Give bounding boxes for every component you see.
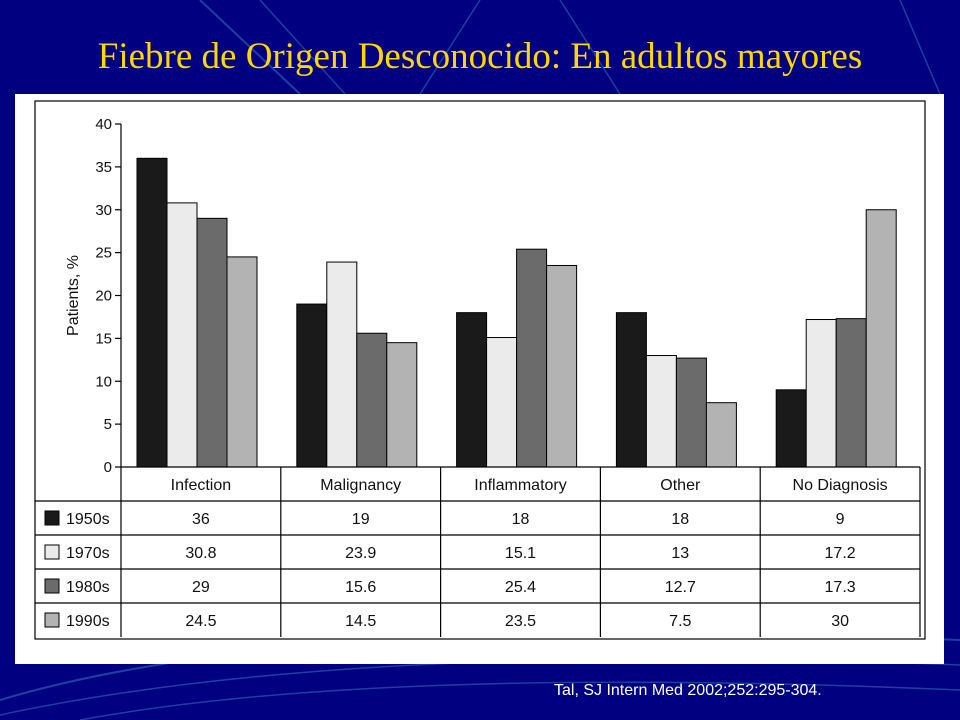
bar-1970s-0	[166, 202, 198, 468]
bar-1990s-0	[226, 256, 258, 468]
x-category-label: No Diagnosis	[793, 477, 888, 494]
bar-1950s-3	[615, 312, 647, 468]
legend-label: 1980s	[66, 579, 110, 596]
bar-1980s-1	[356, 332, 388, 468]
bar-1990s-2	[546, 264, 578, 468]
data-label: 30	[831, 613, 849, 630]
data-label: 18	[512, 511, 530, 528]
legend-swatch-1970s	[44, 544, 60, 560]
data-label: 15.1	[505, 545, 536, 562]
citation: Tal, SJ Intern Med 2002;252:295-304.	[554, 682, 822, 699]
x-category-label: Other	[660, 477, 701, 494]
data-label: 25.4	[505, 579, 536, 596]
chart-figure: 0 5 10 15 20 25 30 35 40 Patients, % Infection Mali…	[15, 94, 944, 664]
data-label: 18	[671, 511, 689, 528]
bg-accent-line	[259, 0, 346, 95]
y-axis-label: Patients, %	[65, 255, 82, 336]
data-label: 29	[192, 579, 210, 596]
bar-1970s-1	[326, 261, 358, 468]
y-tick-label: 30	[95, 202, 112, 219]
y-tick-label: 5	[104, 416, 112, 433]
data-label: 9	[836, 511, 845, 528]
bar-1950s-4	[775, 389, 807, 468]
bar-1980s-2	[516, 248, 548, 468]
bar-1990s-3	[705, 402, 737, 468]
data-label: 23.9	[345, 545, 376, 562]
bar-1950s-1	[296, 303, 328, 468]
bar-chart: 0 5 10 15 20 25 30 35 40 Patients, % Infection Mali…	[34, 100, 926, 640]
bar-1990s-1	[386, 342, 418, 468]
y-tick-label: 35	[95, 159, 112, 176]
data-label: 7.5	[669, 613, 691, 630]
data-label: 14.5	[345, 613, 376, 630]
y-tick-label: 0	[104, 459, 112, 476]
data-label: 24.5	[185, 613, 216, 630]
slide-title: Fiebre de Origen Desconocido: En adultos…	[97, 36, 863, 77]
bar-1980s-0	[196, 217, 228, 468]
data-label: 19	[352, 511, 370, 528]
legend-swatch-1980s	[44, 578, 60, 594]
bar-1980s-4	[835, 318, 867, 468]
bg-accent-line	[419, 0, 481, 95]
data-label: 13	[671, 545, 689, 562]
bar-1970s-2	[486, 337, 518, 468]
data-label: 36	[192, 511, 210, 528]
legend-label: 1950s	[66, 511, 110, 528]
bg-accent-line	[559, 0, 621, 95]
legend-label: 1970s	[66, 545, 110, 562]
data-label: 17.3	[825, 579, 856, 596]
y-tick-label: 40	[95, 116, 112, 133]
y-tick-label: 10	[95, 373, 112, 390]
bg-accent-line	[199, 0, 301, 95]
bar-1990s-4	[865, 209, 897, 468]
y-tick-label: 20	[95, 288, 112, 305]
bar-1950s-2	[456, 312, 488, 468]
x-category-label: Inflammatory	[474, 477, 566, 494]
legend-swatch-1950s	[44, 510, 60, 526]
bar-1970s-3	[645, 355, 677, 468]
figure-frame	[34, 100, 926, 640]
x-category-label: Infection	[171, 477, 231, 494]
data-label: 12.7	[665, 579, 696, 596]
bg-swoosh	[79, 681, 960, 720]
bar-1970s-4	[805, 319, 837, 468]
y-tick-label: 15	[95, 330, 112, 347]
data-label: 23.5	[505, 613, 536, 630]
x-category-label: Malignancy	[320, 477, 401, 494]
data-label: 15.6	[345, 579, 376, 596]
bg-accent-line	[899, 0, 941, 95]
legend-swatch-1990s	[44, 612, 60, 628]
data-label: 17.2	[825, 545, 856, 562]
bar-1950s-0	[136, 157, 168, 468]
data-label: 30.8	[185, 545, 216, 562]
y-tick-label: 25	[95, 245, 112, 262]
bar-1980s-3	[675, 357, 707, 468]
legend-label: 1990s	[66, 613, 110, 630]
